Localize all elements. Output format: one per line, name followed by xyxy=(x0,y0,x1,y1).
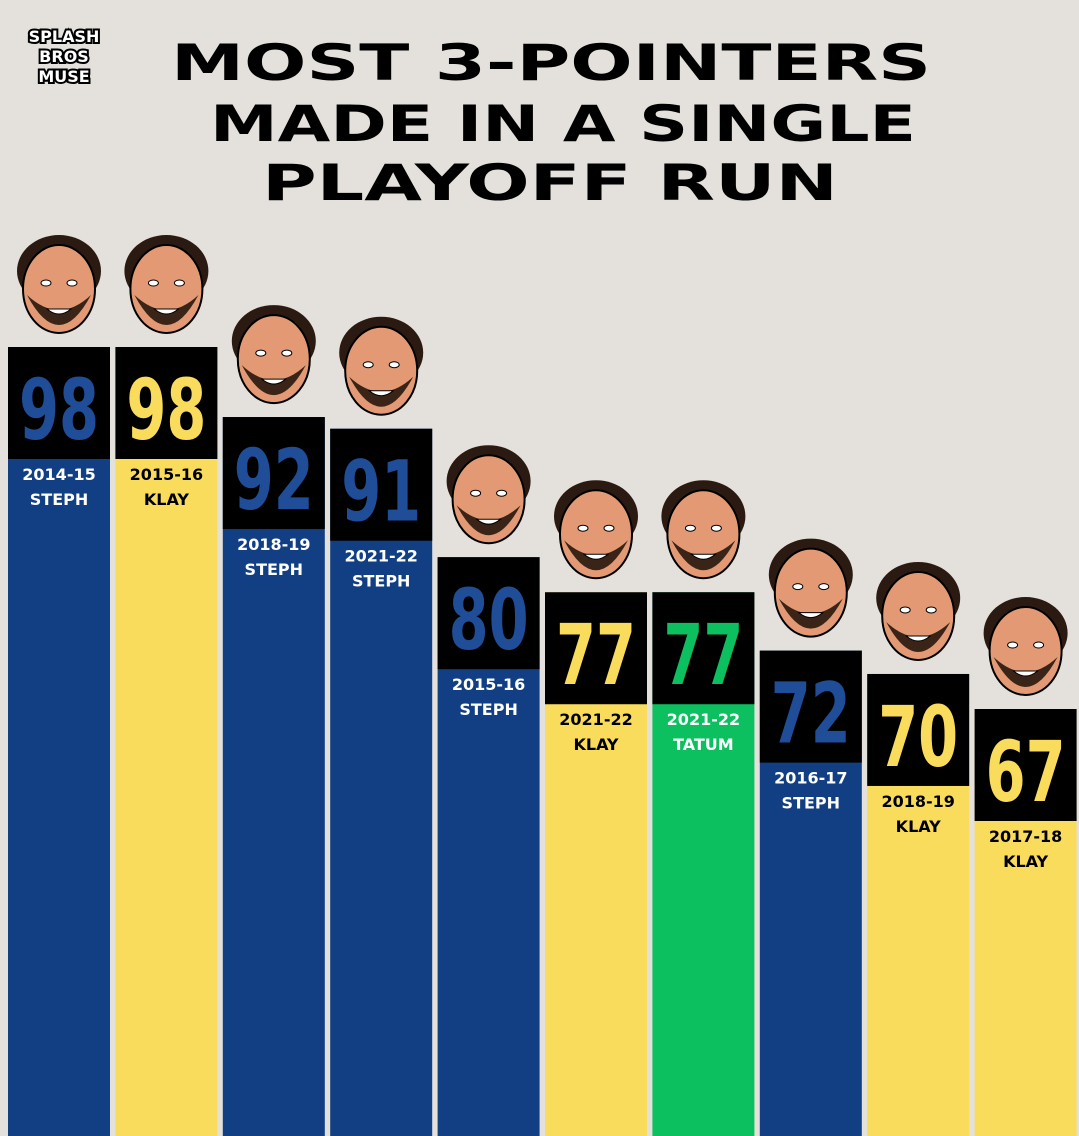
avatar-eye xyxy=(470,489,482,497)
value-box xyxy=(867,673,970,786)
value-box xyxy=(115,347,218,459)
avatar-eye xyxy=(147,279,159,287)
season-label: 2018-19 xyxy=(237,535,310,554)
player-label: STEPH xyxy=(352,572,410,591)
value-label: 72 xyxy=(771,665,851,763)
bar xyxy=(8,347,110,1136)
chart-title: PLAYOFF RUN xyxy=(262,154,838,212)
avatar-eye xyxy=(577,524,589,532)
bar xyxy=(222,417,325,1136)
value-box xyxy=(974,709,1077,821)
value-label: 77 xyxy=(556,606,636,704)
avatar-smile xyxy=(1012,670,1039,677)
player-avatar xyxy=(231,305,316,405)
value-label: 67 xyxy=(986,723,1066,821)
value-label: 77 xyxy=(663,606,743,704)
player-label: KLAY xyxy=(1003,852,1048,871)
value-box xyxy=(652,592,755,705)
avatar-smile xyxy=(367,390,395,397)
value-label: 91 xyxy=(341,443,421,541)
season-label: 2015-16 xyxy=(452,675,525,694)
player-label: KLAY xyxy=(896,817,941,836)
avatar-eye xyxy=(818,583,830,591)
avatar-smile xyxy=(45,308,73,315)
avatar-eye xyxy=(684,524,696,532)
player-avatar xyxy=(446,445,531,545)
value-label: 92 xyxy=(234,431,314,529)
chart-title: MOST 3-POINTERS xyxy=(171,34,931,92)
player-label: KLAY xyxy=(573,735,618,754)
player-label: KLAY xyxy=(144,490,189,509)
avatar-eye xyxy=(925,606,937,614)
player-label: STEPH xyxy=(782,794,840,813)
player-avatar xyxy=(124,235,209,334)
avatar-smile xyxy=(690,553,717,560)
season-label: 2014-15 xyxy=(22,465,95,484)
avatar-smile xyxy=(904,635,932,642)
player-avatar xyxy=(554,480,638,580)
avatar-eye xyxy=(388,361,400,369)
player-label: STEPH xyxy=(30,490,88,509)
value-label: 98 xyxy=(19,361,99,459)
avatar-eye xyxy=(496,489,508,497)
bar xyxy=(330,428,433,1136)
avatar-smile xyxy=(153,308,180,315)
avatar-smile xyxy=(260,378,288,385)
value-box xyxy=(222,417,325,530)
player-label: STEPH xyxy=(459,700,517,719)
avatar-eye xyxy=(603,524,615,532)
logo-line: BROS xyxy=(39,47,89,66)
avatar-smile xyxy=(475,518,502,525)
value-label: 80 xyxy=(449,571,529,669)
value-box xyxy=(437,557,540,670)
logo-line: MUSE xyxy=(38,67,89,86)
season-label: 2021-22 xyxy=(667,710,740,729)
avatar-eye xyxy=(66,279,78,287)
player-avatar xyxy=(661,480,746,580)
player-avatar xyxy=(876,561,961,661)
player-avatar xyxy=(339,316,424,416)
player-avatar xyxy=(17,235,101,334)
season-label: 2015-16 xyxy=(130,465,203,484)
player-label: STEPH xyxy=(245,560,303,579)
value-box xyxy=(759,650,862,763)
avatar-eye xyxy=(281,349,293,357)
value-label: 70 xyxy=(878,688,958,786)
season-label: 2018-19 xyxy=(881,792,954,811)
avatar-eye xyxy=(362,361,374,369)
player-label: TATUM xyxy=(673,735,734,754)
avatar-eye xyxy=(1033,641,1045,649)
season-label: 2021-22 xyxy=(344,547,417,566)
player-avatar xyxy=(983,597,1068,696)
avatar-eye xyxy=(1007,641,1019,649)
logo-line: SPLASH xyxy=(29,27,100,46)
value-label: 98 xyxy=(126,361,206,459)
avatar-eye xyxy=(899,606,911,614)
avatar-smile xyxy=(582,553,610,560)
player-avatar xyxy=(768,538,853,638)
value-box xyxy=(330,428,433,541)
value-box xyxy=(8,347,110,459)
avatar-eye xyxy=(710,524,722,532)
chart-title: MADE IN A SINGLE xyxy=(210,95,916,153)
season-label: 2016-17 xyxy=(774,769,847,788)
season-label: 2017-18 xyxy=(989,827,1062,846)
avatar-eye xyxy=(255,349,267,357)
avatar-eye xyxy=(40,279,52,287)
avatar-smile xyxy=(797,612,825,619)
avatar-eye xyxy=(792,583,804,591)
avatar-eye xyxy=(173,279,185,287)
bar xyxy=(115,347,218,1136)
season-label: 2021-22 xyxy=(559,710,632,729)
value-box xyxy=(545,592,647,705)
